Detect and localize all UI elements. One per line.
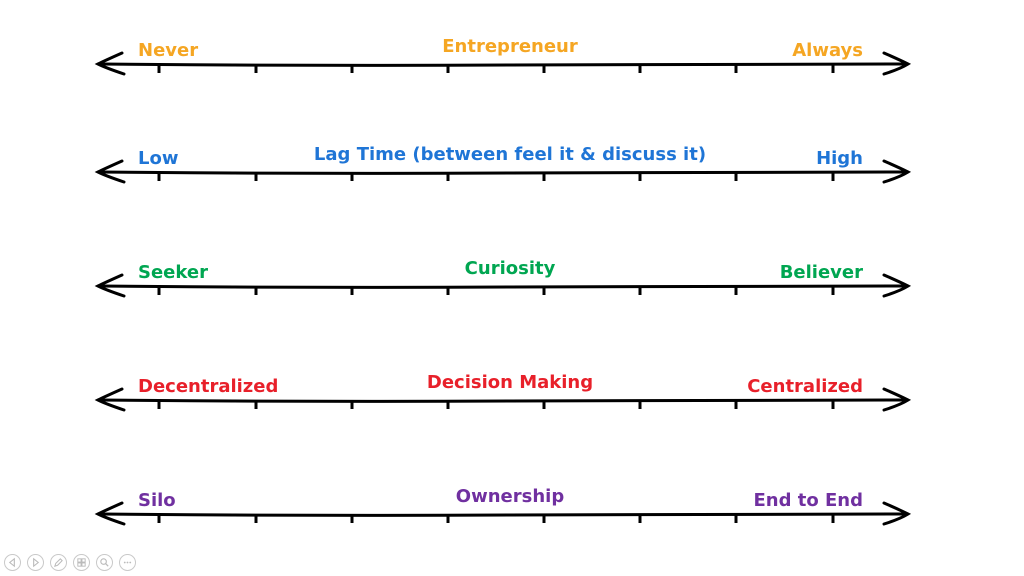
right-arrowhead: [882, 273, 912, 298]
scale-title: Curiosity: [464, 258, 556, 279]
scale-left-label: Silo: [138, 490, 176, 511]
scale-title: Lag Time (between feel it & discuss it): [313, 144, 707, 165]
previous-slide-icon: [8, 557, 15, 567]
scale-left-label: Low: [138, 148, 179, 169]
left-arrowhead: [94, 273, 126, 298]
double-arrow-line: [94, 387, 912, 412]
scale-right-label: Centralized: [747, 376, 863, 397]
pen-button[interactable]: [50, 553, 67, 571]
right-arrowhead: [882, 51, 912, 76]
scale-title: Ownership: [455, 486, 565, 507]
more-options-icon: [123, 561, 132, 563]
scale-right-label: High: [816, 148, 863, 169]
left-arrowhead: [94, 51, 126, 76]
scale-entrepreneur: Never Entrepreneur Always: [0, 36, 1024, 98]
left-arrowhead: [94, 387, 126, 412]
slides-grid-button[interactable]: [73, 553, 90, 571]
zoom-icon: [100, 557, 109, 567]
pen-icon: [54, 557, 63, 567]
presentation-toolbar: [4, 552, 136, 572]
right-arrowhead: [882, 501, 912, 526]
scale-right-label: Believer: [779, 262, 863, 283]
scale-title: Entrepreneur: [442, 36, 578, 57]
next-slide-button[interactable]: [27, 553, 44, 571]
double-arrow-line: [94, 501, 912, 526]
left-arrowhead: [94, 159, 126, 184]
double-arrow-line: [94, 51, 912, 76]
scale-title: Decision Making: [426, 372, 594, 393]
scale-decision-making: Decentralized Decision Making Centralize…: [0, 372, 1024, 434]
scale-left-label: Never: [138, 40, 199, 61]
previous-slide-button[interactable]: [4, 553, 21, 571]
scale-left-label: Decentralized: [138, 376, 279, 397]
double-arrow-line: [94, 159, 912, 184]
right-arrowhead: [882, 159, 912, 184]
next-slide-icon: [33, 557, 40, 567]
scale-lag-time: Low Lag Time (between feel it & discuss …: [0, 144, 1024, 206]
scale-curiosity: Seeker Curiosity Believer: [0, 258, 1024, 320]
scale-right-label: End to End: [753, 490, 864, 511]
left-arrowhead: [94, 501, 126, 526]
scale-left-label: Seeker: [138, 262, 208, 283]
scale-ownership: Silo Ownership End to End: [0, 486, 1024, 548]
zoom-button[interactable]: [96, 553, 113, 571]
more-options-button[interactable]: [119, 553, 136, 571]
double-arrow-line: [94, 273, 912, 298]
right-arrowhead: [882, 387, 912, 412]
slides-grid-icon: [77, 557, 86, 567]
scale-right-label: Always: [792, 40, 863, 61]
